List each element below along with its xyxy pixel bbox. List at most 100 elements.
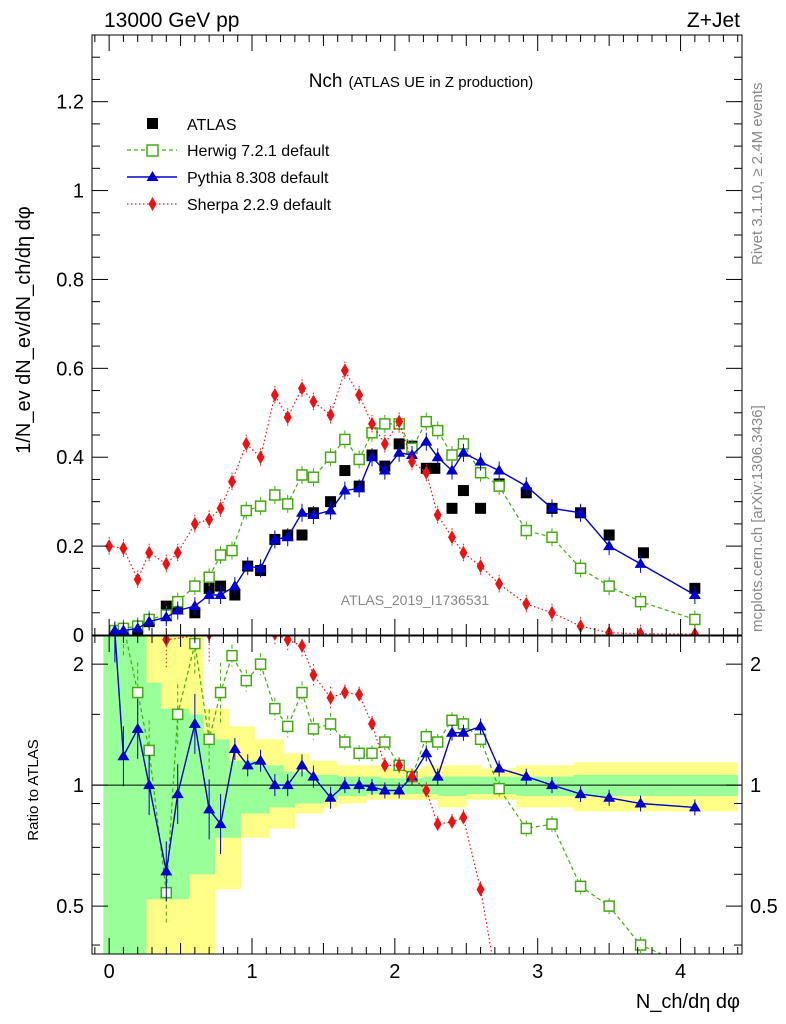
main-point-sherpa: [162, 556, 171, 571]
main-point-pythia: [520, 480, 533, 491]
x-tick-label: 0: [104, 961, 115, 983]
ratio-point-pythia: [474, 720, 487, 731]
main-point-sherpa: [522, 596, 531, 611]
main-series-layer: [105, 361, 701, 635]
main-point-sherpa: [448, 530, 456, 545]
legend-entry-atlas: ATLAS: [147, 117, 237, 134]
main-point-pythia: [160, 611, 173, 622]
ratio-frame: [91, 635, 743, 955]
ratio-point-pythia: [493, 762, 506, 773]
main-point-pythia: [546, 502, 558, 513]
main-point-pythia: [420, 435, 433, 446]
main-point-pythia: [143, 615, 156, 626]
main-point-atlas: [339, 465, 351, 477]
main-point-sherpa: [636, 626, 645, 635]
ratio-band-green: [146, 682, 161, 900]
main-point-pythia: [108, 624, 121, 635]
main-point-pythia: [254, 562, 267, 573]
main-point-sherpa: [309, 394, 318, 409]
ratio-point-sherpa: [433, 817, 442, 832]
main-point-herwig: [603, 580, 615, 592]
legend-marker-pythia: [146, 171, 159, 181]
main-point-atlas: [603, 529, 615, 541]
main-point-sherpa: [495, 576, 504, 591]
ratio-point-herwig: [520, 822, 533, 835]
main-point-pythia: [634, 557, 647, 568]
ratio-y-tick-label-right: 2: [750, 654, 761, 676]
ratio-point-sherpa: [476, 882, 485, 897]
ratio-point-pythia: [546, 779, 558, 790]
main-point-pythia: [281, 531, 294, 542]
ratio-point-pythia: [457, 726, 470, 737]
ratio-band-green: [254, 765, 270, 814]
legend-entry-sherpa: Sherpa 2.2.9 default: [127, 197, 332, 214]
main-point-pythia: [214, 589, 227, 599]
ratio-point-pythia: [188, 717, 201, 728]
main-y-tick-label: 1.2: [56, 92, 84, 114]
x-tick-label: 3: [532, 961, 543, 983]
ratio-point-pythia: [131, 722, 144, 733]
ratio-y-tick-label: 0.5: [56, 896, 84, 918]
ratio-point-sherpa: [408, 769, 416, 784]
main-point-pythia: [268, 533, 281, 544]
ratio-band-green: [283, 771, 296, 808]
ratio-point-herwig: [240, 674, 253, 687]
ratio-point-herwig: [339, 736, 351, 748]
ratio-point-pythia: [117, 750, 130, 761]
ratio-band-green: [214, 739, 230, 838]
ratio-point-sherpa: [309, 667, 318, 682]
ratio-band-green: [437, 776, 453, 796]
main-point-sherpa: [476, 559, 485, 574]
ratio-series-layer: [92, 636, 742, 1002]
analysis-watermark: ATLAS_2019_I1736531: [341, 592, 490, 608]
ratio-point-pythia: [171, 788, 184, 799]
ratio-point-sherpa: [272, 636, 278, 641]
ratio-point-pythia: [688, 801, 701, 812]
main-point-pythia: [241, 560, 254, 571]
main-y-tick-label: 0.4: [56, 447, 84, 469]
main-point-herwig: [307, 471, 320, 483]
main-title-wrap: Nch (ATLAS UE in Z production): [309, 71, 534, 92]
main-point-herwig: [240, 504, 253, 517]
main-point-pythia: [324, 504, 337, 515]
main-point-herwig: [226, 544, 238, 557]
main-point-herwig: [431, 424, 444, 437]
main-point-sherpa: [119, 541, 128, 556]
x-tick-label: 4: [675, 961, 686, 983]
main-point-sherpa: [380, 436, 389, 451]
ratio-point-herwig: [603, 900, 615, 912]
ratio-point-herwig: [296, 686, 308, 699]
ratio-point-pythia: [520, 770, 533, 781]
main-panel: [92, 35, 742, 635]
ratio-point-sherpa: [368, 716, 376, 731]
x-tick-label: 2: [389, 961, 400, 983]
ratio-point-herwig: [634, 939, 647, 951]
main-point-sherpa: [459, 545, 468, 560]
ratio-point-pythia: [446, 726, 458, 737]
main-point-sherpa: [548, 605, 556, 620]
main-point-herwig: [324, 451, 337, 463]
ratio-point-herwig: [431, 736, 444, 748]
main-point-sherpa: [408, 454, 416, 469]
ratio-point-herwig: [324, 718, 337, 730]
main-point-sherpa: [433, 508, 442, 522]
main-point-atlas: [475, 502, 487, 514]
main-y-tick-label: 0.6: [56, 358, 84, 380]
ratio-y-tick-label: 2: [73, 654, 84, 676]
legend-label-herwig: Herwig 7.2.1 default: [187, 143, 330, 160]
main-point-sherpa: [576, 619, 585, 634]
main-point-sherpa: [283, 410, 292, 425]
main-point-sherpa: [190, 516, 199, 531]
ratio-point-pythia: [324, 791, 337, 802]
ratio-point-sherpa: [298, 638, 306, 653]
main-y-tick-label: 0.2: [56, 536, 84, 558]
ratio-point-herwig: [574, 880, 587, 893]
main-point-atlas: [429, 462, 441, 474]
main-point-pythia: [457, 446, 470, 457]
header-energy-label: 13000 GeV pp: [104, 9, 239, 32]
ratio-point-sherpa: [495, 988, 503, 1002]
main-subtitle: (ATLAS UE in Z production): [349, 74, 534, 91]
ratio-band-green: [240, 760, 256, 814]
ratio-point-herwig: [143, 744, 155, 757]
